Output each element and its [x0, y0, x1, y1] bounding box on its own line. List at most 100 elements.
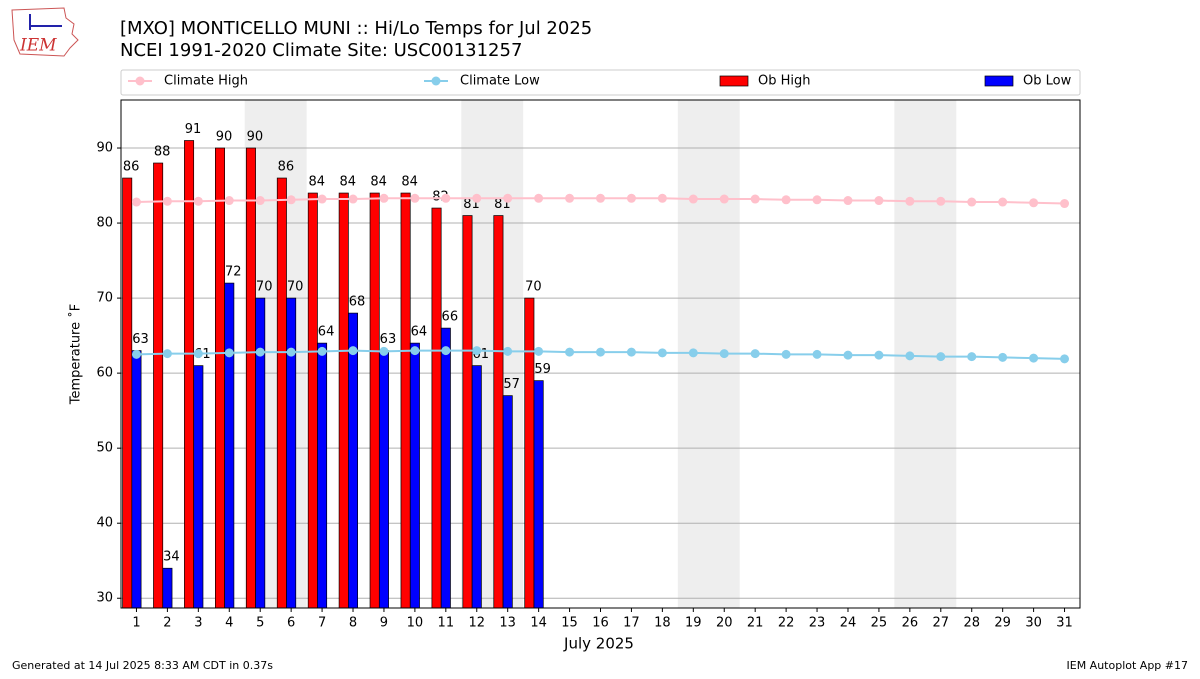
bar	[215, 147, 225, 609]
point	[936, 352, 946, 362]
point	[596, 193, 605, 203]
point	[719, 349, 729, 359]
y-tick-label: 80	[96, 216, 113, 231]
point	[1029, 198, 1039, 208]
bar	[533, 380, 544, 609]
data-label: 34	[163, 550, 180, 565]
x-tick-label: 19	[685, 616, 702, 631]
x-tick-label: 30	[1025, 616, 1042, 631]
data-label: 91	[185, 122, 202, 137]
point	[936, 196, 946, 206]
x-tick-label: 20	[716, 616, 733, 631]
logo-text: IEM	[19, 36, 57, 56]
x-tick-label: 1	[132, 616, 140, 631]
legend-label: Ob Low	[1023, 74, 1072, 89]
point	[781, 349, 791, 359]
data-label: 64	[411, 325, 428, 340]
point	[998, 352, 1008, 362]
data-label: 84	[339, 175, 356, 190]
x-tick-label: 28	[963, 616, 980, 631]
x-tick-label: 13	[499, 616, 516, 631]
x-tick-label: 26	[902, 616, 919, 631]
x-tick-label: 4	[225, 616, 233, 631]
x-tick-label: 6	[287, 616, 295, 631]
bar	[378, 350, 389, 609]
y-axis-label: Temperature ˚F	[68, 304, 84, 405]
bar	[286, 297, 297, 609]
point	[596, 347, 605, 357]
point	[255, 347, 265, 357]
x-tick-label: 9	[380, 616, 388, 631]
y-tick-label: 40	[96, 516, 113, 531]
point	[410, 346, 420, 356]
point	[317, 346, 327, 356]
data-label: 90	[247, 130, 264, 145]
x-tick-label: 29	[994, 616, 1011, 631]
bar	[193, 365, 204, 609]
point	[162, 349, 172, 359]
y-tick-label: 90	[96, 141, 113, 156]
bar	[317, 342, 328, 609]
bar	[307, 192, 318, 609]
bar	[122, 177, 133, 609]
point	[626, 193, 636, 203]
point	[1029, 353, 1039, 363]
data-label: 84	[401, 175, 418, 190]
bar	[131, 350, 142, 609]
point	[998, 197, 1008, 207]
point	[472, 193, 482, 203]
bar	[338, 192, 349, 609]
chart-subtitle: NCEI 1991-2020 Climate Site: USC00131257	[120, 40, 522, 61]
data-label: 63	[132, 332, 149, 347]
bar	[162, 567, 173, 609]
point	[565, 347, 575, 357]
point	[286, 195, 296, 205]
bar	[348, 312, 359, 609]
data-label: 86	[278, 160, 295, 175]
data-label: 72	[225, 265, 242, 280]
point	[348, 194, 358, 204]
bar	[153, 162, 164, 609]
data-label: 88	[154, 145, 171, 160]
point	[905, 196, 915, 206]
data-label: 70	[287, 280, 304, 295]
legend-label: Ob High	[758, 74, 811, 89]
point	[719, 194, 729, 204]
bar	[245, 147, 256, 609]
point	[874, 350, 884, 360]
point	[626, 347, 636, 357]
weekend-shade	[894, 100, 957, 608]
bar	[462, 215, 473, 609]
legend-label: Climate Low	[460, 74, 540, 89]
point	[255, 196, 265, 206]
point	[193, 349, 203, 359]
point	[472, 346, 482, 356]
x-tick-label: 15	[561, 616, 578, 631]
x-tick-label: 31	[1056, 616, 1073, 631]
x-tick-label: 8	[349, 616, 357, 631]
data-label: 57	[503, 377, 520, 392]
data-label: 64	[318, 325, 335, 340]
point	[410, 193, 420, 203]
point	[348, 346, 358, 356]
x-tick-label: 21	[747, 616, 764, 631]
legend-label: Climate High	[164, 74, 248, 89]
logo-outline	[11, 7, 79, 57]
footer-right: IEM Autoplot App #17	[1067, 659, 1189, 672]
y-tick-label: 60	[96, 366, 113, 381]
bar	[184, 140, 195, 609]
point	[503, 346, 513, 356]
x-tick-label: 17	[623, 616, 640, 631]
legend-marker	[135, 76, 145, 86]
y-tick-label: 30	[96, 591, 113, 606]
point	[131, 197, 141, 207]
point	[131, 349, 141, 359]
bar	[400, 192, 411, 609]
plot-frame	[120, 99, 1081, 609]
x-tick-label: 5	[256, 616, 264, 631]
data-label: 59	[534, 362, 551, 377]
legend-marker	[431, 76, 441, 86]
point	[812, 195, 822, 205]
point	[379, 193, 389, 203]
